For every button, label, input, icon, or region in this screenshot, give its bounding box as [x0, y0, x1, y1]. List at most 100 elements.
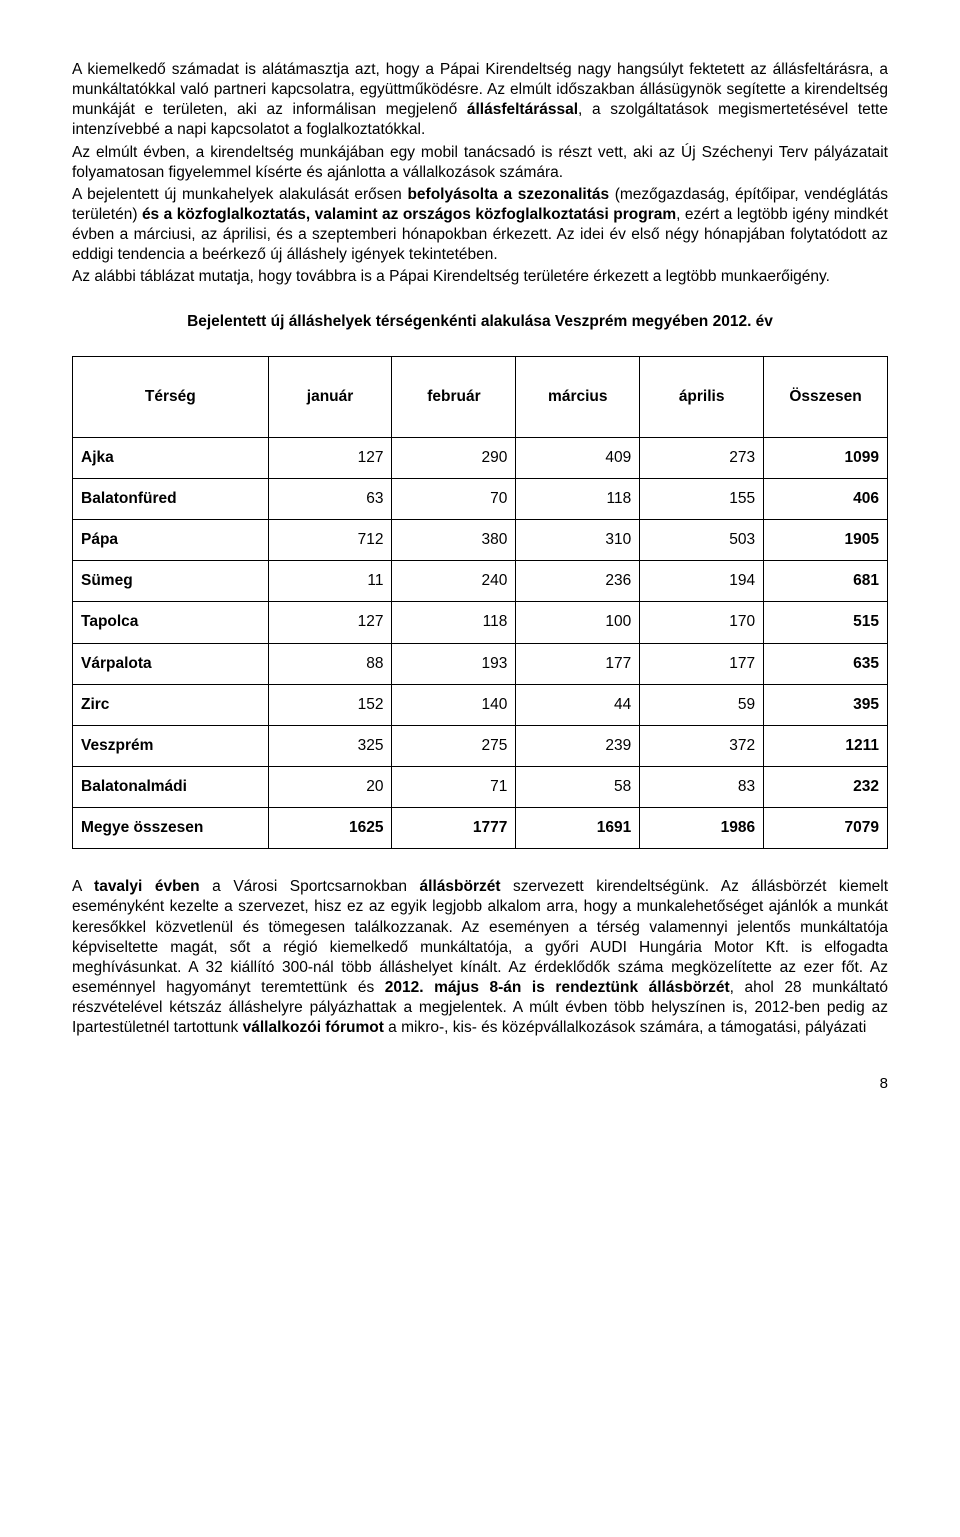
row-label: Megye összesen: [73, 808, 269, 849]
row-label: Tapolca: [73, 602, 269, 643]
table-title: Bejelentett új álláshelyek térségenkénti…: [72, 312, 888, 332]
text: a mikro-, kis- és középvállalkozások szá…: [384, 1019, 866, 1036]
total-cell: 232: [853, 778, 879, 795]
table-row: Tapolca 127 118 100 170 515: [73, 602, 888, 643]
text: a Városi Sportcsarnokban: [200, 878, 420, 895]
bold-text: állásbörzét: [420, 878, 501, 895]
table-row: Veszprém 325 275 239 372 1211: [73, 725, 888, 766]
cell: 194: [640, 561, 764, 602]
cell: 71: [392, 766, 516, 807]
bold-text: és a közfoglalkoztatás, valamint az orsz…: [142, 206, 676, 223]
page-number: 8: [72, 1074, 888, 1094]
table-row: Balatonalmádi 20 71 58 83 232: [73, 766, 888, 807]
cell: 290: [392, 437, 516, 478]
cell: 409: [516, 437, 640, 478]
table-row: Sümeg 11 240 236 194 681: [73, 561, 888, 602]
cell: 406: [764, 478, 888, 519]
bold-text: vállalkozói fórumot: [243, 1019, 384, 1036]
bold-text: 2012. május 8-án is rendeztünk állásbörz…: [385, 979, 730, 996]
col-header: április: [640, 356, 764, 437]
paragraph-3: A bejelentett új munkahelyek alakulását …: [72, 185, 888, 266]
row-label: Ajka: [73, 437, 269, 478]
cell: 177: [640, 643, 764, 684]
table-row: Várpalota 88 193 177 177 635: [73, 643, 888, 684]
cell: 20: [268, 766, 392, 807]
cell: 1625: [268, 808, 392, 849]
total-cell: 681: [853, 572, 879, 589]
cell: 273: [640, 437, 764, 478]
paragraph-5: A tavalyi évben a Városi Sportcsarnokban…: [72, 877, 888, 1038]
bold-text: tavalyi évben: [94, 878, 200, 895]
col-header: március: [516, 356, 640, 437]
jobs-table: Térség január február március április Ös…: [72, 356, 888, 850]
table-row: Balatonfüred 63 70 118 155 406: [73, 478, 888, 519]
cell: 372: [640, 725, 764, 766]
cell: 1905: [764, 520, 888, 561]
cell: 310: [516, 520, 640, 561]
cell: 155: [640, 478, 764, 519]
cell: 100: [516, 602, 640, 643]
cell: 170: [640, 602, 764, 643]
row-label: Sümeg: [73, 561, 269, 602]
cell: 681: [764, 561, 888, 602]
cell: 380: [392, 520, 516, 561]
total-cell: 395: [853, 696, 879, 713]
cell: 236: [516, 561, 640, 602]
bold-text: befolyásolta a szezonalitás: [407, 186, 609, 203]
cell: 1211: [764, 725, 888, 766]
cell: 503: [640, 520, 764, 561]
row-label: Pápa: [73, 520, 269, 561]
total-cell: 1905: [845, 531, 879, 548]
table-row: Zirc 152 140 44 59 395: [73, 684, 888, 725]
total-cell: 406: [853, 490, 879, 507]
cell: 515: [764, 602, 888, 643]
row-label: Balatonfüred: [73, 478, 269, 519]
cell: 152: [268, 684, 392, 725]
cell: 59: [640, 684, 764, 725]
cell: 177: [516, 643, 640, 684]
cell: 239: [516, 725, 640, 766]
cell: 127: [268, 602, 392, 643]
cell: 1777: [392, 808, 516, 849]
paragraph-4: Az alábbi táblázat mutatja, hogy továbbr…: [72, 267, 888, 287]
cell: 11: [268, 561, 392, 602]
cell: 127: [268, 437, 392, 478]
table-header-row: Térség január február március április Ös…: [73, 356, 888, 437]
total-cell: 515: [853, 613, 879, 630]
col-header: január: [268, 356, 392, 437]
cell: 88: [268, 643, 392, 684]
cell: 63: [268, 478, 392, 519]
col-header: február: [392, 356, 516, 437]
cell: 1691: [516, 808, 640, 849]
cell: 118: [392, 602, 516, 643]
cell: 1986: [640, 808, 764, 849]
cell: 275: [392, 725, 516, 766]
cell: 240: [392, 561, 516, 602]
cell: 712: [268, 520, 392, 561]
row-label: Várpalota: [73, 643, 269, 684]
total-cell: 635: [853, 655, 879, 672]
paragraph-1: A kiemelkedő számadat is alátámasztja az…: [72, 60, 888, 141]
col-header: Térség: [73, 356, 269, 437]
paragraph-2: Az elmúlt évben, a kirendeltség munkájáb…: [72, 143, 888, 183]
cell: 635: [764, 643, 888, 684]
cell: 118: [516, 478, 640, 519]
text: A bejelentett új munkahelyek alakulását …: [72, 186, 407, 203]
bold-text: állásfeltárással: [467, 101, 578, 118]
table-row: Pápa 712 380 310 503 1905: [73, 520, 888, 561]
cell: 44: [516, 684, 640, 725]
total-cell: 1099: [845, 449, 879, 466]
cell: 58: [516, 766, 640, 807]
text: A: [72, 878, 94, 895]
cell: 325: [268, 725, 392, 766]
table-row: Ajka 127 290 409 273 1099: [73, 437, 888, 478]
row-label: Zirc: [73, 684, 269, 725]
row-label: Veszprém: [73, 725, 269, 766]
row-label: Balatonalmádi: [73, 766, 269, 807]
cell: 1099: [764, 437, 888, 478]
table-total-row: Megye összesen 1625 1777 1691 1986 7079: [73, 808, 888, 849]
cell: 140: [392, 684, 516, 725]
cell: 193: [392, 643, 516, 684]
cell: 83: [640, 766, 764, 807]
total-cell: 1211: [845, 737, 879, 754]
